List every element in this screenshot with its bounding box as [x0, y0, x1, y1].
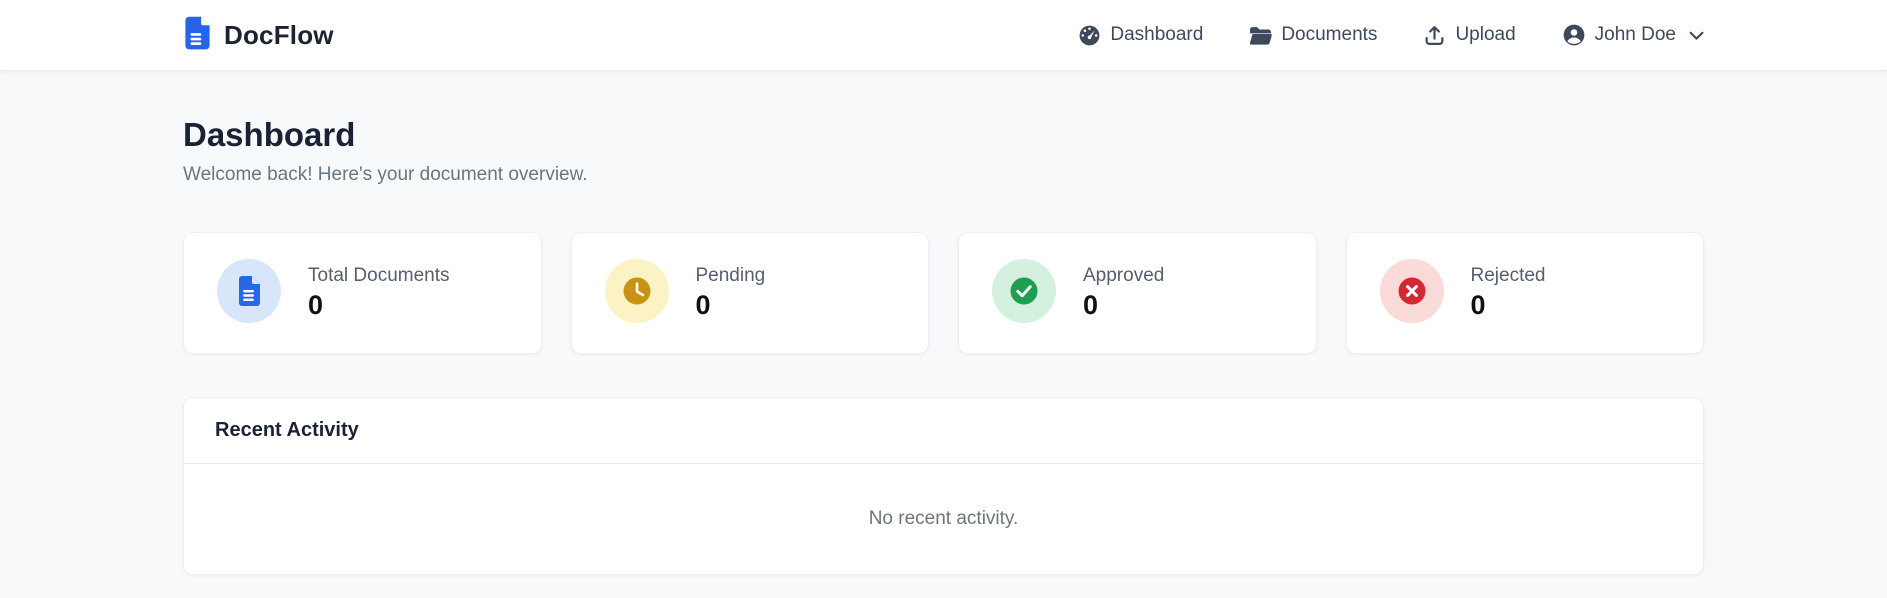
- stat-card-total-documents: Total Documents 0: [183, 232, 542, 354]
- nav-label: Dashboard: [1110, 24, 1204, 45]
- stat-value: 0: [1083, 290, 1099, 320]
- person-circle-icon: [1562, 23, 1586, 47]
- recent-activity-body: No recent activity.: [184, 464, 1703, 574]
- upload-icon: [1423, 24, 1446, 47]
- stat-label: Pending: [695, 265, 766, 286]
- stat-value: 0: [308, 290, 324, 320]
- x-circle-icon: [1379, 258, 1444, 328]
- page-title: Dashboard: [183, 116, 356, 153]
- stat-card-approved: Approved 0: [958, 232, 1317, 354]
- recent-activity-header: Recent Activity: [184, 398, 1703, 464]
- nav-label: Upload: [1455, 24, 1516, 45]
- stats-row: Total Documents 0 Pending 0: [183, 232, 1704, 354]
- stat-label: Approved: [1083, 265, 1165, 286]
- stat-value: 0: [1470, 290, 1486, 320]
- top-navbar: DocFlow Dashboard: [0, 0, 1887, 71]
- nav-item-upload[interactable]: Upload: [1423, 24, 1516, 47]
- brand-name: DocFlow: [224, 19, 334, 50]
- nav-item-dashboard[interactable]: Dashboard: [1078, 24, 1203, 47]
- main-content: Dashboard Welcome back! Here's your docu…: [183, 71, 1704, 575]
- folder-open-icon: [1249, 25, 1273, 46]
- stat-label: Total Documents: [308, 265, 450, 286]
- page-subtitle: Welcome back! Here's your document overv…: [183, 164, 588, 185]
- recent-activity-card: Recent Activity No recent activity.: [183, 397, 1704, 575]
- chevron-down-icon: [1689, 31, 1704, 41]
- nav-item-documents[interactable]: Documents: [1249, 24, 1377, 46]
- user-name: John Doe: [1594, 24, 1676, 45]
- recent-activity-title: Recent Activity: [215, 419, 359, 441]
- brand-logo[interactable]: DocFlow: [183, 15, 334, 55]
- docflow-logo-icon: [183, 15, 212, 55]
- stat-label: Rejected: [1470, 265, 1546, 286]
- stat-card-rejected: Rejected 0: [1345, 232, 1704, 354]
- stat-card-pending: Pending 0: [570, 232, 929, 354]
- clock-icon: [604, 258, 669, 328]
- empty-state-message: No recent activity.: [868, 508, 1019, 529]
- check-circle-icon: [992, 258, 1056, 328]
- user-menu[interactable]: John Doe: [1562, 23, 1704, 47]
- main-nav: Dashboard Documents: [1078, 23, 1704, 47]
- document-icon: [217, 258, 281, 328]
- nav-label: Documents: [1281, 24, 1378, 45]
- stat-value: 0: [695, 290, 711, 320]
- speedometer-icon: [1078, 24, 1101, 47]
